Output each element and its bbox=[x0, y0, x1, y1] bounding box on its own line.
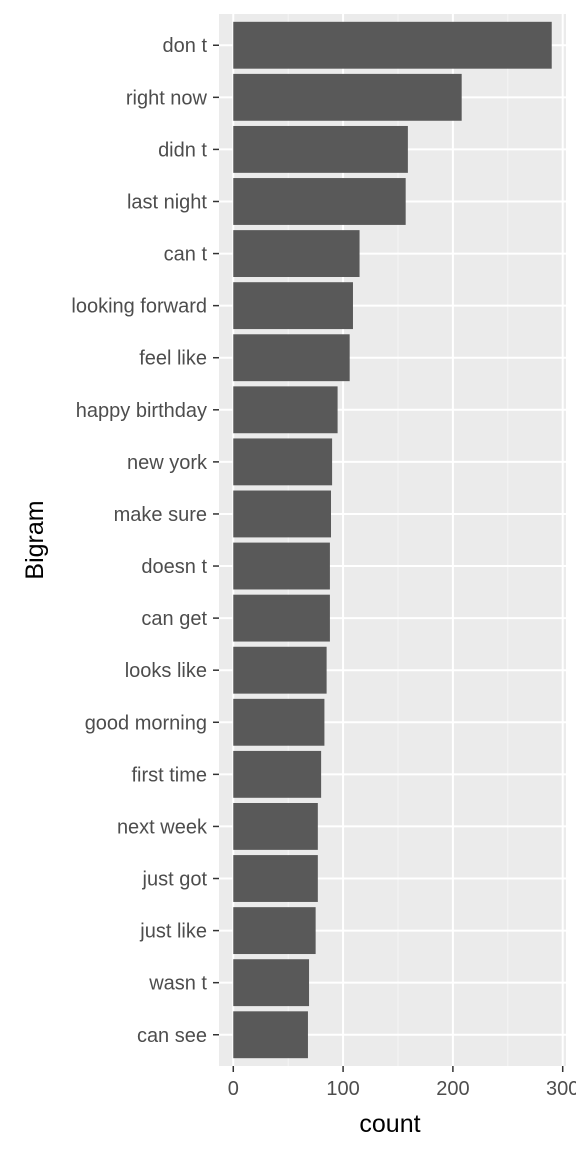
y-tick-label: doesn t bbox=[141, 556, 207, 578]
y-tick-label: new york bbox=[127, 452, 208, 474]
bar-new-york bbox=[233, 438, 333, 486]
bar-looking-forward bbox=[233, 282, 353, 330]
bar-can-get bbox=[233, 594, 330, 642]
bar-make-sure bbox=[233, 490, 332, 538]
bar-right-now bbox=[233, 73, 462, 121]
bar-just-got bbox=[233, 855, 318, 902]
bar-can-t bbox=[233, 230, 360, 277]
bar-looks-like bbox=[233, 646, 327, 694]
bar-first-time bbox=[233, 750, 322, 798]
y-tick-label: don t bbox=[163, 35, 208, 57]
bar-next-week bbox=[233, 803, 318, 850]
y-tick-label: right now bbox=[126, 87, 208, 109]
y-tick-label: looks like bbox=[125, 660, 207, 682]
x-tick-label: 100 bbox=[326, 1078, 359, 1100]
bar-didn-t bbox=[233, 125, 408, 173]
bar-happy-birthday bbox=[233, 386, 338, 434]
y-tick-label: can t bbox=[164, 244, 208, 266]
bar-can-see bbox=[233, 1011, 308, 1059]
x-axis-title: count bbox=[359, 1110, 420, 1138]
y-tick-label: just like bbox=[139, 921, 207, 943]
bars bbox=[233, 21, 552, 1059]
bar-feel-like bbox=[233, 334, 350, 382]
y-tick-label: first time bbox=[131, 764, 207, 786]
y-tick-label: just got bbox=[142, 869, 208, 891]
y-tick-label: good morning bbox=[85, 712, 207, 734]
y-tick-label: last night bbox=[127, 191, 207, 213]
y-axis-ticks: don t right now didn t last night can t looki… bbox=[71, 35, 219, 1047]
x-tick-label: 300 bbox=[546, 1078, 576, 1100]
y-tick-label: can see bbox=[137, 1025, 207, 1047]
y-tick-label: wasn t bbox=[148, 973, 207, 995]
bar-don-t bbox=[233, 21, 552, 69]
y-tick-label: didn t bbox=[158, 139, 207, 161]
x-tick-label: 200 bbox=[436, 1078, 469, 1100]
y-axis-title: Bigram bbox=[21, 500, 49, 579]
bar-just-like bbox=[233, 907, 316, 955]
y-tick-label: next week bbox=[117, 816, 208, 838]
y-tick-label: can get bbox=[141, 608, 207, 630]
bar-doesn-t bbox=[233, 542, 330, 590]
y-tick-label: looking forward bbox=[71, 296, 207, 318]
y-tick-label: make sure bbox=[114, 504, 207, 526]
x-tick-label: 0 bbox=[228, 1078, 239, 1100]
bar-good-morning bbox=[233, 698, 325, 746]
bar-wasn-t bbox=[233, 959, 310, 1007]
bar-last-night bbox=[233, 178, 406, 225]
y-tick-label: happy birthday bbox=[76, 400, 207, 422]
x-axis-ticks: 0 100 200 300 bbox=[228, 1066, 576, 1100]
y-tick-label: feel like bbox=[139, 348, 207, 370]
